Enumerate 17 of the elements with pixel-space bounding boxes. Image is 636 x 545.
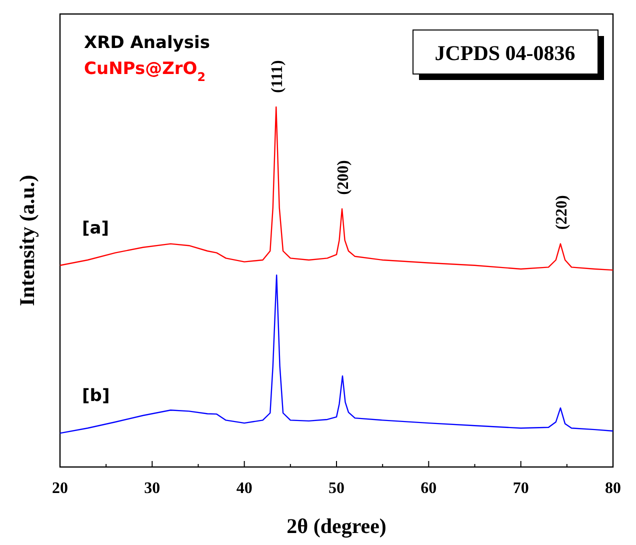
- x-tick-label: 60: [420, 480, 437, 497]
- x-tick-label: 50: [328, 480, 344, 497]
- x-axis-title: 2θ (degree): [286, 514, 386, 538]
- x-tick-label: 70: [512, 480, 529, 497]
- text: JCPDS 04-0836: [434, 41, 576, 65]
- annotation: (111): [269, 60, 286, 93]
- text: CuNPs@ZrO$_{2}$: [84, 59, 206, 84]
- x-tick-label: 80: [605, 480, 621, 497]
- series-label: [a]: [82, 218, 110, 238]
- y-axis-title: Intensity (a.u.): [15, 174, 39, 306]
- x-tick-label: 40: [236, 480, 252, 497]
- annotation: (200): [335, 160, 352, 195]
- x-tick-label: 20: [52, 480, 68, 497]
- text: XRD Analysis: [84, 33, 210, 53]
- series-label: [b]: [82, 386, 110, 406]
- annotation: (220): [553, 195, 570, 230]
- x-tick-label: 30: [144, 480, 160, 497]
